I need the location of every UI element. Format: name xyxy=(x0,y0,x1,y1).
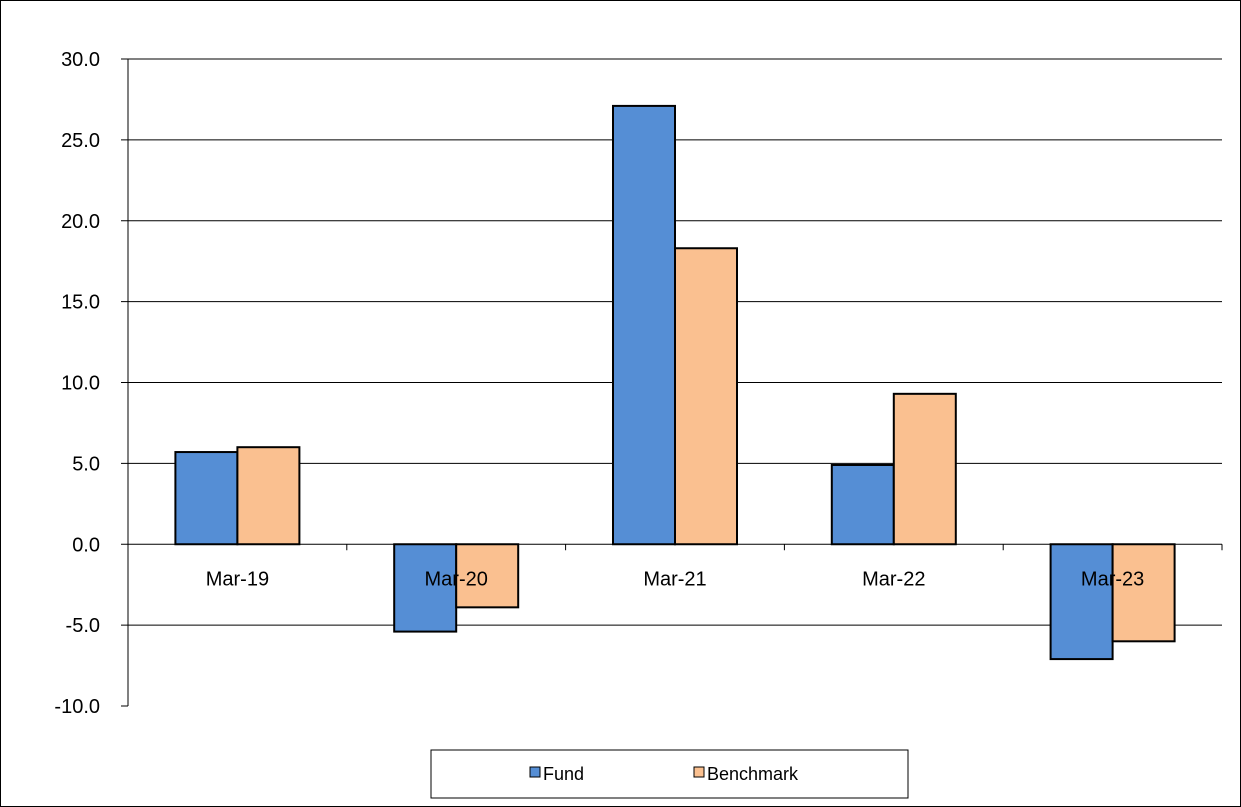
bar-fund-mar-22 xyxy=(830,463,895,546)
y-tick-label: 15.0 xyxy=(61,292,100,314)
bar-benchmark-mar-21 xyxy=(674,247,738,546)
y-tick-label: 20.0 xyxy=(61,211,100,233)
legend-label-benchmark: Benchmark xyxy=(707,764,799,784)
y-tick-label: 5.0 xyxy=(72,453,100,475)
y-tick-label: -10.0 xyxy=(54,696,100,718)
bar-fund-mar-21 xyxy=(612,104,676,546)
axes: -10.0 -5.0 0.0 5.0 10.0 15.0 20.0 25.0 30.0 xyxy=(54,49,1223,718)
y-tick-label: -5.0 xyxy=(66,615,100,637)
legend-swatch-benchmark xyxy=(693,766,705,778)
legend-box xyxy=(430,749,909,799)
x-tick-label: Mar-19 xyxy=(206,568,269,590)
bars xyxy=(174,104,1176,661)
bar-benchmark-mar-23 xyxy=(1111,543,1176,643)
x-tick-label: Mar-21 xyxy=(643,568,706,590)
x-tick-labels: Mar-19 Mar-20 Mar-21 Mar-22 Mar-23 xyxy=(206,568,1145,590)
bar-benchmark-mar-22 xyxy=(892,392,957,546)
bar-fund-mar-20 xyxy=(393,543,458,633)
y-tick-label: 0.0 xyxy=(72,534,100,556)
bar-benchmark-mar-19 xyxy=(236,446,301,546)
bar-benchmark-mar-20 xyxy=(455,543,520,609)
legend-label-fund: Fund xyxy=(543,764,584,784)
x-tick-label: Mar-20 xyxy=(425,568,488,590)
x-tick-label: Mar-22 xyxy=(862,568,925,590)
y-tick-label: 30.0 xyxy=(61,49,100,71)
bar-fund-mar-19 xyxy=(174,451,239,546)
y-tick-label: 25.0 xyxy=(61,130,100,152)
legend: Fund Benchmark xyxy=(430,749,909,799)
bar-fund-mar-23 xyxy=(1049,543,1114,661)
y-tick-label: 10.0 xyxy=(61,373,100,395)
legend-swatch-fund xyxy=(529,766,541,778)
x-tick-label: Mar-23 xyxy=(1081,568,1144,590)
